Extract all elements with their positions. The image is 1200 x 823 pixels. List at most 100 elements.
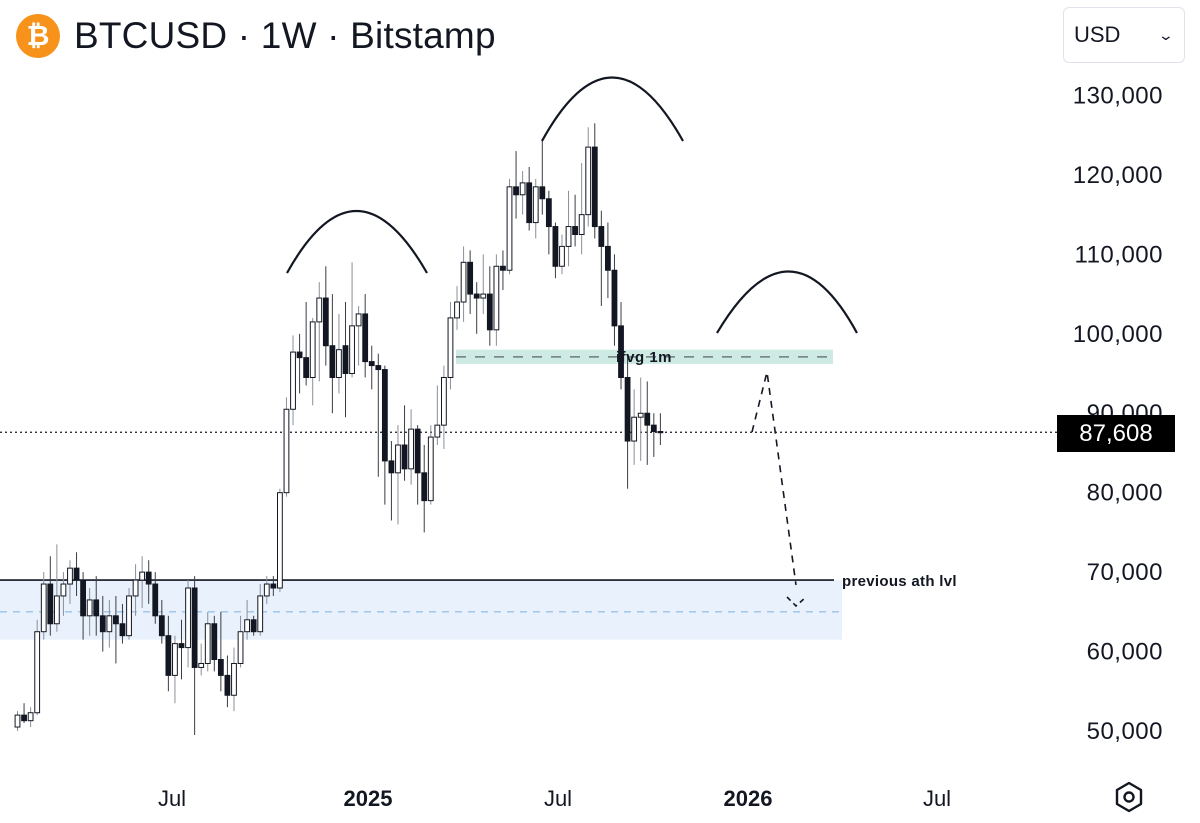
y-axis-tick-label: 120,000 xyxy=(1073,162,1163,189)
candle-body xyxy=(139,571,146,581)
candle-body xyxy=(126,595,132,637)
x-axis-tick-label: 2025 xyxy=(344,786,393,811)
candle xyxy=(270,576,277,596)
candle-body xyxy=(447,317,454,378)
candle-body xyxy=(86,599,93,617)
candle-body xyxy=(460,261,467,303)
candle xyxy=(231,647,237,712)
y-axis-tick-label: 100,000 xyxy=(1073,321,1163,348)
bitcoin-logo-icon: ₿ xyxy=(16,14,60,58)
candle xyxy=(368,345,375,390)
candle-body xyxy=(113,615,119,625)
candle xyxy=(178,619,185,680)
candle-body xyxy=(526,182,533,224)
candle xyxy=(191,576,198,735)
candle xyxy=(329,294,336,414)
candle xyxy=(224,655,231,708)
candle-body xyxy=(309,321,316,378)
candle xyxy=(126,588,132,640)
candle-body xyxy=(336,349,342,378)
candle-body xyxy=(414,428,421,474)
candle xyxy=(611,254,618,346)
candle-body xyxy=(441,376,447,426)
candle xyxy=(644,381,651,465)
candle-body xyxy=(519,182,526,196)
candle xyxy=(185,580,191,668)
candle xyxy=(250,615,257,636)
candle xyxy=(388,441,395,521)
candle-body xyxy=(34,631,41,714)
candle-body xyxy=(27,712,34,722)
lines-layer xyxy=(0,431,1058,581)
candle-body xyxy=(224,674,231,696)
candle-body xyxy=(578,214,585,235)
y-axis-tick-label: 50,000 xyxy=(1087,718,1163,745)
candle-body xyxy=(158,615,165,637)
candle-body xyxy=(290,351,296,410)
candle xyxy=(591,123,598,239)
candle-body xyxy=(316,297,323,323)
candle xyxy=(559,234,565,275)
candle-body xyxy=(165,635,172,676)
candle xyxy=(99,595,106,652)
candle xyxy=(27,707,34,728)
candle xyxy=(237,615,244,668)
candle xyxy=(460,246,467,322)
candle-body xyxy=(427,436,434,502)
candle xyxy=(585,127,592,227)
candle xyxy=(362,294,369,378)
candle-body xyxy=(231,662,237,696)
candle-body xyxy=(421,472,428,502)
candle-body xyxy=(500,265,506,271)
candle-body xyxy=(618,325,624,378)
candle-body xyxy=(532,186,539,224)
candle-body xyxy=(80,579,86,617)
candle-body xyxy=(73,567,80,581)
candle xyxy=(80,572,86,640)
candle-body xyxy=(480,293,487,299)
candle-body xyxy=(99,615,106,633)
candle xyxy=(244,599,250,640)
candle-body xyxy=(401,444,408,470)
candle-body xyxy=(605,245,611,271)
candle xyxy=(486,266,493,346)
hexagon-settings-icon[interactable] xyxy=(1112,780,1146,814)
symbol-title[interactable]: BTCUSD · 1W · Bitstamp xyxy=(74,15,496,56)
candle-body xyxy=(539,186,546,200)
candle-body xyxy=(172,643,178,676)
candle-body xyxy=(204,623,211,664)
candle-body xyxy=(250,619,257,633)
x-axis-tick-label: Jul xyxy=(158,786,186,811)
candle xyxy=(40,572,47,640)
candle xyxy=(578,163,585,255)
candle-body xyxy=(552,226,559,267)
candle-body xyxy=(67,567,73,585)
candle-body xyxy=(572,226,579,235)
candle-body xyxy=(296,351,303,359)
candle-body xyxy=(349,325,355,375)
candle-body xyxy=(270,583,277,589)
candle xyxy=(526,166,533,231)
candle xyxy=(467,250,474,314)
currency-selector[interactable]: USD ⌄ xyxy=(1063,7,1185,63)
ifvg-label: ifvg 1m xyxy=(616,349,672,366)
candle xyxy=(152,572,159,624)
candle-body xyxy=(40,583,47,633)
candle-body xyxy=(631,416,638,442)
candle xyxy=(198,643,205,676)
candle-body xyxy=(473,293,480,299)
candle xyxy=(204,611,211,672)
candle xyxy=(375,353,382,477)
projection-path xyxy=(751,371,797,586)
candle-body xyxy=(362,313,369,363)
candle-body xyxy=(637,412,644,418)
candle xyxy=(624,357,631,489)
axes-layer: 130,000120,000110,000100,00090,00080,000… xyxy=(158,82,1163,811)
candle xyxy=(414,425,421,505)
candle-body xyxy=(283,408,290,494)
ath-zone xyxy=(0,580,842,640)
candle xyxy=(532,178,539,239)
candle xyxy=(132,564,139,616)
candle-body xyxy=(611,269,618,327)
